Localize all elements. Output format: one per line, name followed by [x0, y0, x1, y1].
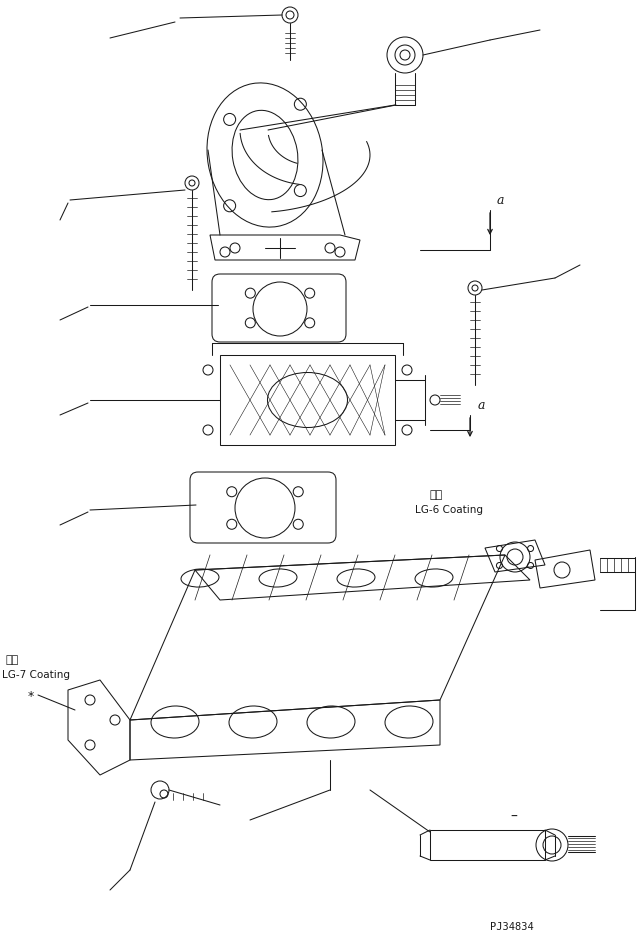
Bar: [220, 355, 395, 445]
Text: LG-6 Coating: LG-6 Coating: [415, 505, 483, 515]
Text: LG-7 Coating: LG-7 Coating: [2, 670, 70, 680]
Text: *: *: [28, 690, 35, 703]
Bar: [430, 830, 545, 860]
Text: a: a: [497, 194, 505, 207]
Text: PJ34834: PJ34834: [490, 922, 534, 932]
Text: –: –: [510, 810, 517, 824]
Text: 塗布: 塗布: [430, 490, 443, 500]
Text: a: a: [478, 399, 486, 412]
Text: 塗布: 塗布: [5, 655, 19, 665]
